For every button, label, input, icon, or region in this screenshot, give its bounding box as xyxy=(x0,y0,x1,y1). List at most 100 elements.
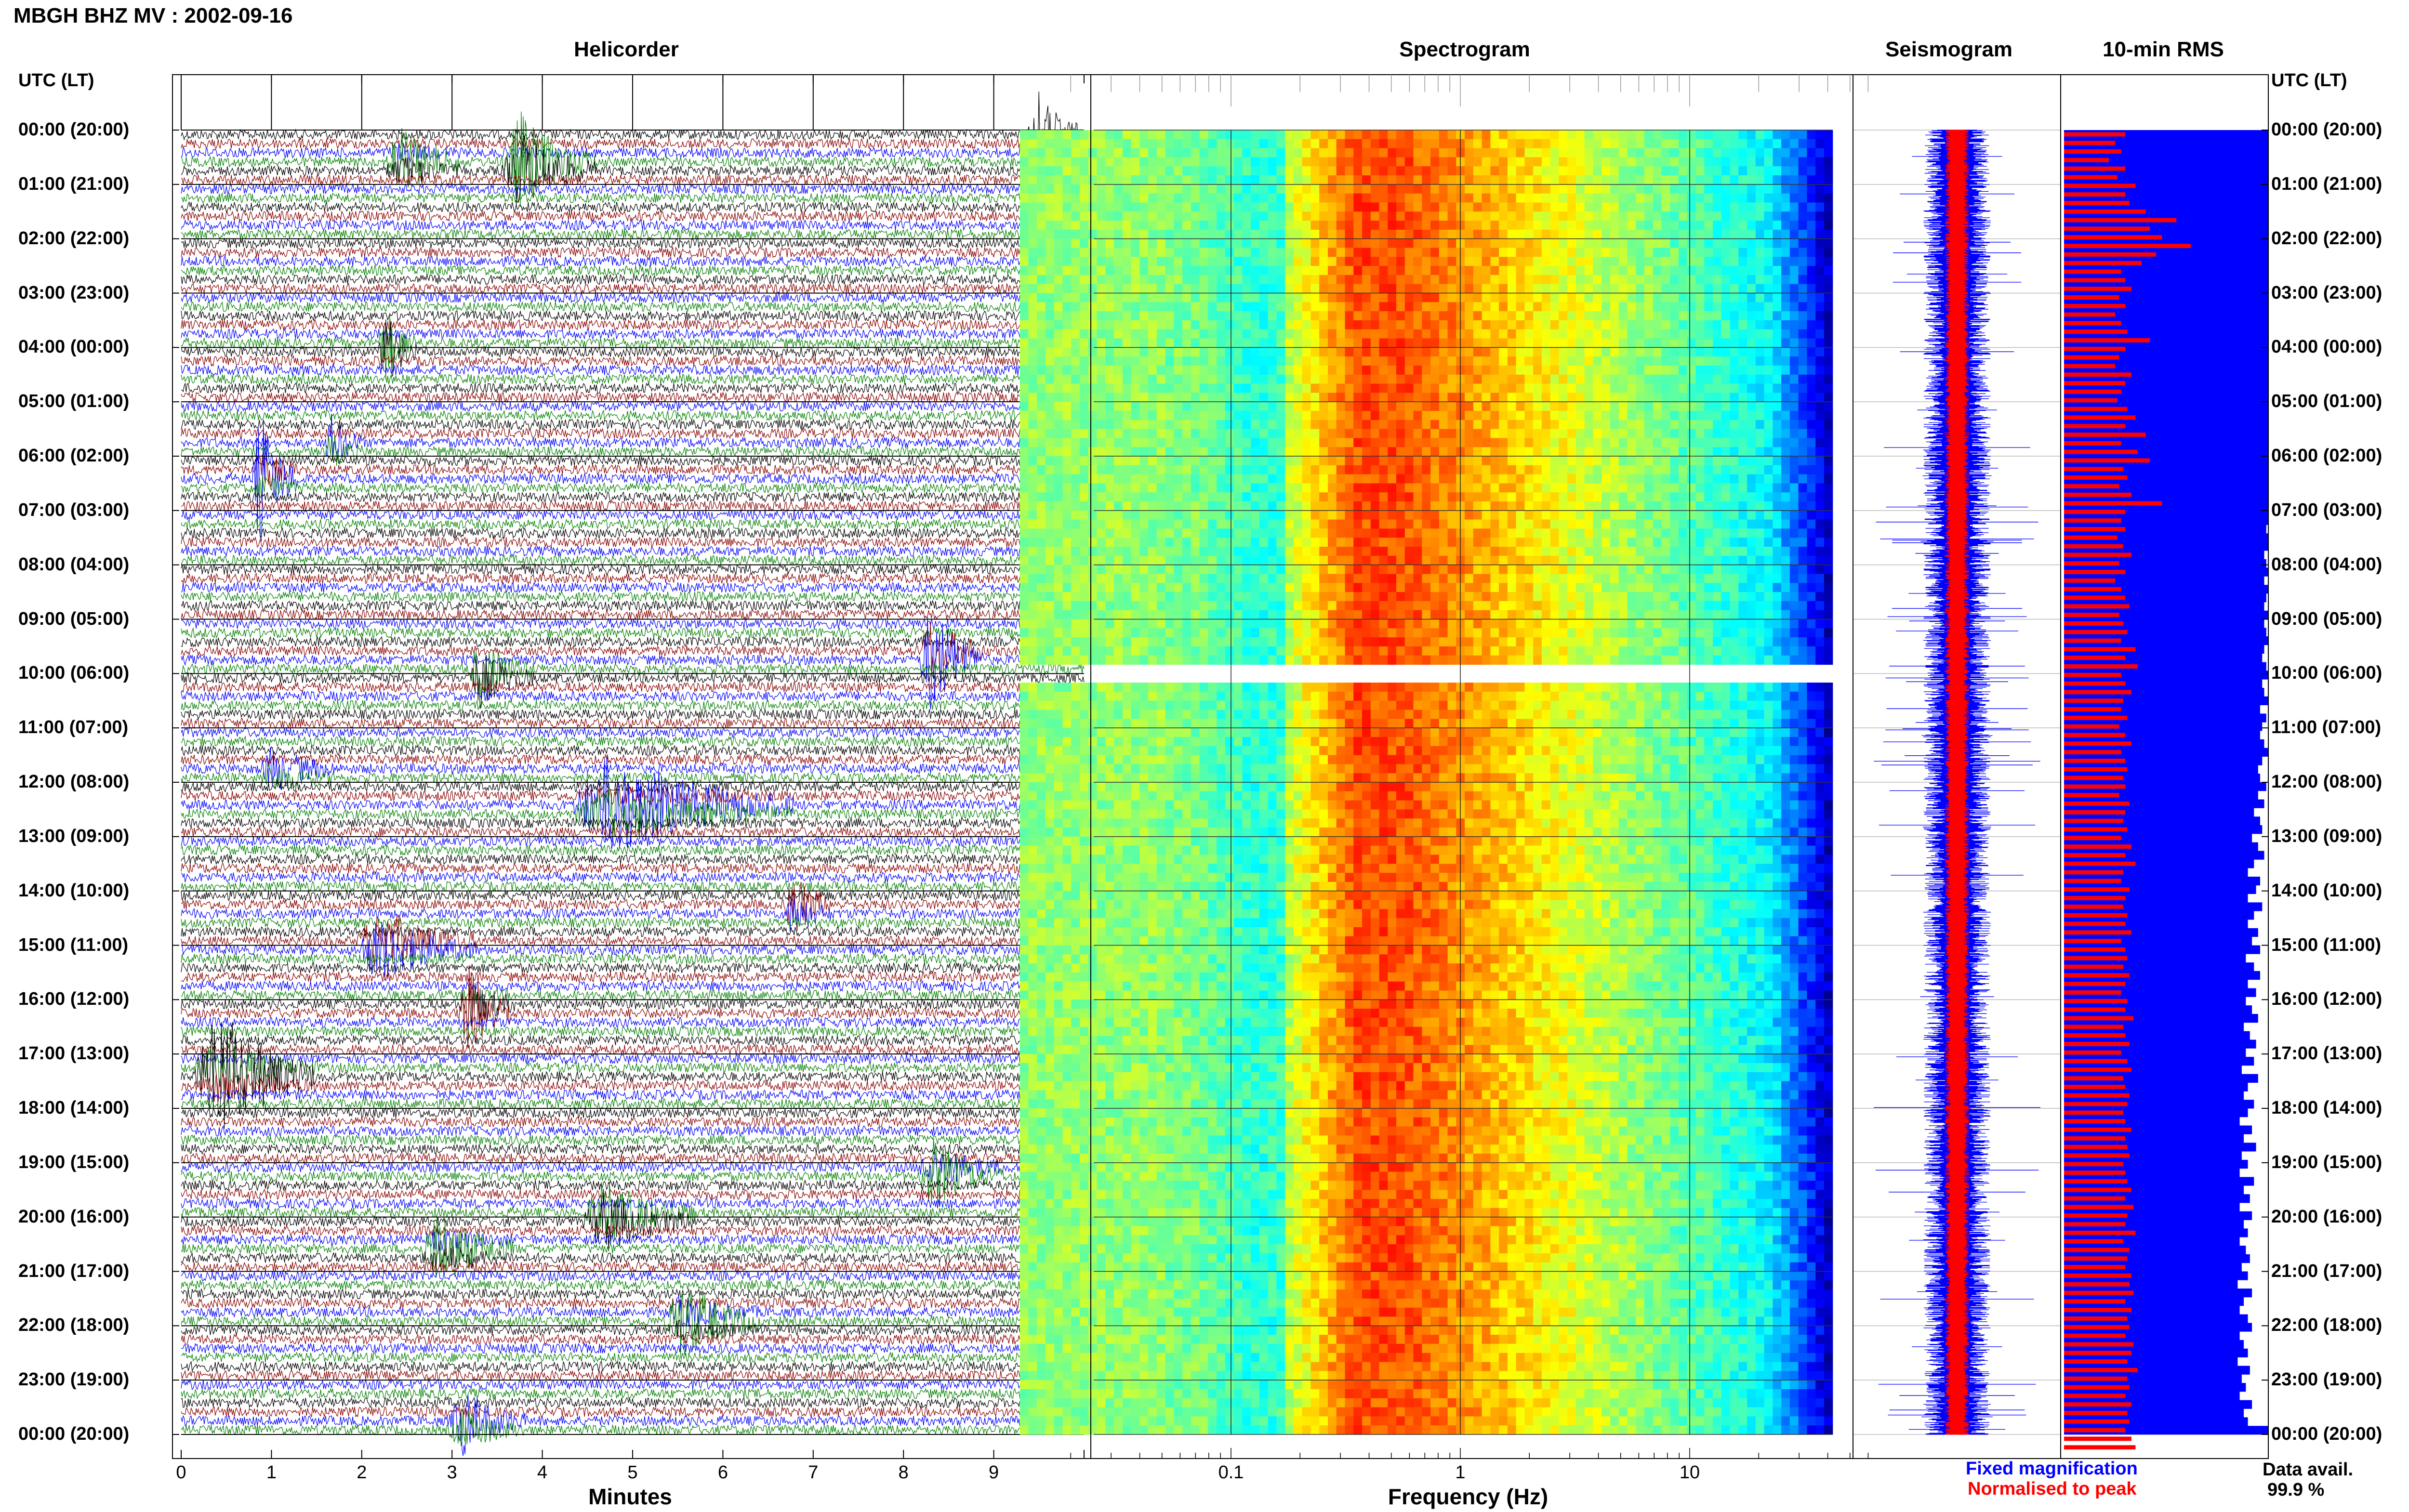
spectrogram-cell xyxy=(1259,501,1269,511)
spectrogram-cell xyxy=(1610,420,1619,430)
spectrogram-cell xyxy=(1251,465,1260,475)
spectrogram-cell xyxy=(1695,565,1705,575)
spectrogram-cell xyxy=(1233,528,1243,538)
spectrogram-cell xyxy=(1798,202,1807,212)
spectrogram-cell xyxy=(1636,193,1645,203)
spectrogram-cell xyxy=(1105,510,1114,520)
spectrogram-cell xyxy=(1259,474,1269,484)
spectrogram-cell xyxy=(1019,402,1029,411)
spectrogram-cell xyxy=(1046,302,1055,312)
spectrogram-cell xyxy=(1465,311,1474,321)
spectrogram-cell xyxy=(1670,275,1679,285)
spectrogram-cell xyxy=(1679,302,1688,312)
spectrogram-cell xyxy=(1482,356,1491,366)
spectrogram-cell xyxy=(1028,447,1037,457)
spectrogram-cell xyxy=(1080,483,1089,493)
spectrogram-cell xyxy=(1046,293,1055,302)
spectrogram-cell xyxy=(1191,510,1200,520)
spectrogram-cell xyxy=(1165,555,1174,565)
spectrogram-cell xyxy=(1233,248,1243,257)
spectrogram-cell xyxy=(1080,257,1089,266)
spectrogram-cell xyxy=(1319,166,1328,176)
spectrogram-cell xyxy=(1653,393,1662,402)
spectrogram-cell xyxy=(1379,547,1388,556)
spectrogram-cell xyxy=(1233,347,1243,357)
spectrogram-cell xyxy=(1747,293,1756,302)
spectrogram-cell xyxy=(1379,266,1388,276)
spectrogram-cell xyxy=(1388,574,1397,583)
spectrogram-cell xyxy=(1593,565,1602,575)
spectrogram-cell xyxy=(1122,447,1132,457)
spectrogram-cell xyxy=(1199,338,1208,348)
spectrogram-cell xyxy=(1567,193,1576,203)
spectrogram-cell xyxy=(1276,338,1285,348)
spectrogram-cell xyxy=(1268,492,1277,502)
spectrogram-cell xyxy=(1046,266,1055,276)
spectrogram-cell xyxy=(1328,438,1337,447)
spectrogram-cell xyxy=(1131,202,1140,212)
spectrogram-cell xyxy=(1345,302,1354,312)
spectrogram-cell xyxy=(1704,438,1713,447)
spectrogram-cell xyxy=(1524,157,1534,167)
spectrogram-cell xyxy=(1644,456,1654,466)
spectrogram-cell xyxy=(1345,193,1354,203)
spectrogram-cell xyxy=(1139,365,1149,375)
spectrogram-cell xyxy=(1747,166,1756,176)
spectrogram-cell xyxy=(1559,519,1568,529)
spectrogram-cell xyxy=(1789,211,1799,221)
spectrogram-cell xyxy=(1653,574,1662,583)
spectrogram-cell xyxy=(1362,438,1371,447)
spectrogram-cell xyxy=(1764,429,1773,438)
spectrogram-cell xyxy=(1687,320,1696,330)
spectrogram-cell xyxy=(1559,320,1568,330)
spectrogram-cell xyxy=(1276,284,1285,294)
helicorder-trace xyxy=(181,545,1085,557)
spectrogram-cell xyxy=(1114,157,1123,167)
spectrogram-cell xyxy=(1670,474,1679,484)
spectrogram-cell xyxy=(1704,284,1713,294)
spectrogram-cell xyxy=(1302,474,1311,484)
spectrogram-cell xyxy=(1636,248,1645,257)
spectrogram-cell xyxy=(1430,184,1440,194)
spectrogram-cell xyxy=(1824,456,1833,466)
spectrogram-cell xyxy=(1336,547,1346,556)
spectrogram-cell xyxy=(1473,374,1482,384)
spectrogram-cell xyxy=(1028,374,1037,384)
spectrogram-cell xyxy=(1653,166,1662,176)
spectrogram-cell xyxy=(1789,465,1799,475)
spectrogram-cell xyxy=(1636,275,1645,285)
spectrogram-cell xyxy=(1593,383,1602,393)
spectrogram-cell xyxy=(1439,365,1448,375)
helicorder-trace xyxy=(181,1333,1085,1346)
spectrogram-cell xyxy=(1019,221,1029,230)
spectrogram-cell xyxy=(1182,574,1191,583)
spectrogram-cell xyxy=(1430,547,1440,556)
spectrogram-cell xyxy=(1422,248,1431,257)
spectrogram-cell xyxy=(1499,483,1508,493)
spectrogram-cell xyxy=(1156,284,1166,294)
spectrogram-cell xyxy=(1618,501,1628,511)
spectrogram-cell xyxy=(1396,175,1405,185)
spectrogram-cell xyxy=(1208,356,1217,366)
spectrogram-cell xyxy=(1738,166,1747,176)
spectrogram-cell xyxy=(1088,221,1098,230)
spectrogram-cell xyxy=(1293,184,1303,194)
spectrogram-cell xyxy=(1217,284,1226,294)
spectrogram-cell xyxy=(1807,302,1816,312)
spectrogram-cell xyxy=(1174,338,1183,348)
spectrogram-cell xyxy=(1165,347,1174,357)
spectrogram-cell xyxy=(1815,574,1825,583)
spectrogram-panel xyxy=(1019,75,1853,1459)
spectrogram-cell xyxy=(1388,411,1397,421)
spectrogram-cell xyxy=(1789,383,1799,393)
spectrogram-cell xyxy=(1618,302,1628,312)
spectrogram-cell xyxy=(1798,374,1807,384)
spectrogram-cell xyxy=(1550,302,1560,312)
spectrogram-cell xyxy=(1738,193,1747,203)
spectrogram-cell xyxy=(1319,157,1328,167)
spectrogram-cell xyxy=(1773,411,1782,421)
spectrogram-cell xyxy=(1302,193,1311,203)
spectrogram-cell xyxy=(1191,257,1200,266)
spectrogram-cell xyxy=(1019,565,1029,575)
spectrogram-cell xyxy=(1713,574,1722,583)
